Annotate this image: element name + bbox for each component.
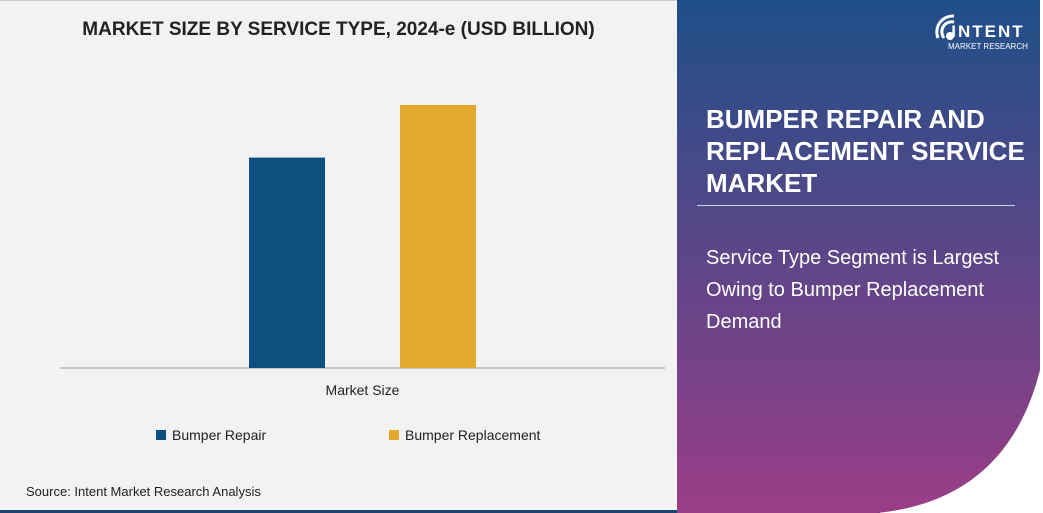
panel-subtitle: Service Type Segment is Largest Owing to… [706,247,1000,333]
legend-label: Bumper Replacement [405,427,541,443]
logo-tagline: MARKET RESEARCH [948,42,1028,51]
panel-title: BUMPER REPAIR AND REPLACEMENT SERVICE MA… [706,104,1025,198]
bar-bumper-replacement [400,105,476,368]
intent-logo: INTENT MARKET RESEARCH [930,10,1028,51]
chart-title: MARKET SIZE BY SERVICE TYPE, 2024-e (USD… [82,19,595,40]
chart-panel [0,0,677,511]
bottom-border [0,510,880,513]
legend-item-bumper-repair: Bumper Repair [156,427,266,443]
legend-item-bumper-replacement: Bumper Replacement [389,427,540,443]
bar-bumper-repair [249,157,325,368]
divider [697,205,1015,206]
panel-background [677,0,1040,513]
legend-swatch [389,430,399,440]
info-panel [677,0,1040,513]
legend-label: Bumper Repair [172,427,267,443]
legend-swatch [156,430,166,440]
bar-chart [60,105,665,369]
logo-name: INTENT [951,22,1025,41]
x-tick-label: Market Size [325,382,400,398]
source-note: Source: Intent Market Research Analysis [26,484,261,499]
signal-icon [935,14,955,40]
